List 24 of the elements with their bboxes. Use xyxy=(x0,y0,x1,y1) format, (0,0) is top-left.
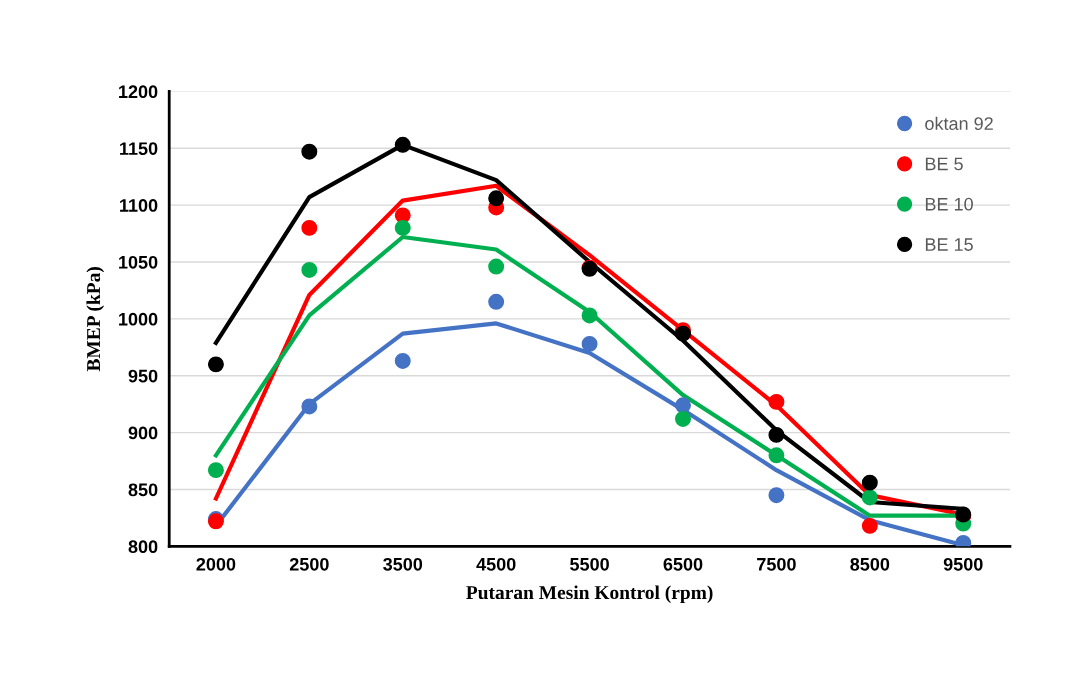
x-tick-label: 2500 xyxy=(289,557,329,571)
y-axis-title: BMEP (kPa) xyxy=(86,267,105,372)
legend-label: BE 15 xyxy=(925,238,973,251)
x-tick-label: 7500 xyxy=(757,557,796,571)
y-tick-label: 1200 xyxy=(119,85,158,99)
x-tick-label: 2000 xyxy=(196,557,236,571)
x-tick-label: 6500 xyxy=(663,557,703,571)
y-tick-label: 850 xyxy=(128,483,158,497)
y-tick-label: 1100 xyxy=(120,199,158,212)
y-tick-label: 1150 xyxy=(120,142,158,155)
legend-label: BE 5 xyxy=(925,157,963,171)
y-tick-label: 1000 xyxy=(119,312,158,326)
x-tick-label: 8500 xyxy=(850,557,890,571)
y-tick-label: 950 xyxy=(128,369,158,383)
y-tick-label: 800 xyxy=(128,540,158,554)
x-tick-label: 4500 xyxy=(476,557,516,571)
x-tick-label: 9500 xyxy=(943,557,983,571)
legend-label: BE 10 xyxy=(925,197,973,211)
legend-label: oktan 92 xyxy=(925,116,993,131)
y-tick-label: 1050 xyxy=(119,255,158,269)
x-tick-label: 5500 xyxy=(570,557,609,571)
x-tick-label: 3500 xyxy=(383,557,423,571)
x-axis-title: Putaran Mesin Kontrol (rpm) xyxy=(466,585,713,604)
y-tick-label: 900 xyxy=(128,426,158,440)
